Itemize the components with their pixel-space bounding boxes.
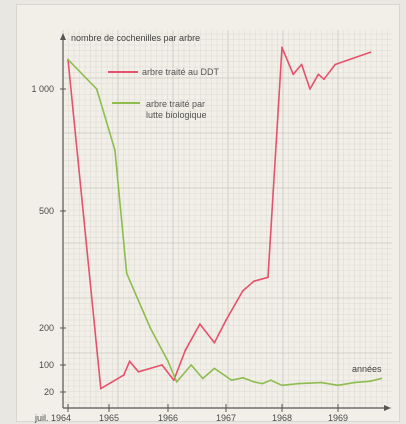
data-point-ddt bbox=[99, 387, 102, 390]
data-point-ddt bbox=[128, 360, 131, 363]
data-point-ddt bbox=[149, 367, 152, 370]
y-axis-label: nombre de cochenilles par arbre bbox=[71, 33, 200, 43]
data-point-biologique bbox=[95, 88, 98, 90]
data-point-biologique bbox=[320, 381, 323, 384]
data-point-biologique bbox=[353, 381, 356, 384]
y-tick-label: 1 000 bbox=[31, 84, 54, 94]
x-axis-label: années bbox=[352, 364, 382, 374]
data-point-ddt bbox=[292, 73, 295, 76]
data-point-ddt bbox=[122, 374, 125, 377]
data-point-ddt bbox=[137, 370, 140, 373]
y-axis-arrow bbox=[60, 33, 66, 40]
data-point-biologique bbox=[201, 377, 204, 380]
legend-label-biologique: arbre traité par lutte biologique bbox=[146, 99, 208, 120]
y-tick-label: 500 bbox=[39, 206, 54, 216]
data-point-biologique bbox=[125, 272, 128, 275]
data-point-ddt bbox=[369, 51, 372, 54]
x-tick-labels: juil. 1964 1965 1966 1967 1968 1969 bbox=[34, 404, 348, 423]
data-point-ddt bbox=[172, 379, 175, 382]
y-tick-label: 100 bbox=[39, 360, 54, 370]
data-point-biologique bbox=[269, 379, 272, 382]
data-point-biologique bbox=[149, 327, 152, 329]
data-point-biologique bbox=[175, 380, 178, 383]
x-tick-label: 1965 bbox=[99, 413, 119, 423]
y-tick-labels: 20 100 200 500 1 000 bbox=[31, 84, 66, 397]
data-point-biologique bbox=[241, 376, 244, 379]
grid bbox=[62, 30, 392, 409]
x-tick-label: 1967 bbox=[216, 413, 236, 423]
x-tick-label: juil. 1964 bbox=[34, 413, 71, 423]
data-point-biologique bbox=[380, 377, 383, 380]
data-point-ddt bbox=[199, 323, 201, 325]
data-point-ddt bbox=[309, 88, 311, 90]
series-line-ddt bbox=[67, 46, 372, 390]
data-point-biologique bbox=[213, 367, 216, 370]
x-tick-label: 1966 bbox=[158, 413, 178, 423]
x-axis-arrow bbox=[384, 405, 391, 411]
data-point-biologique bbox=[369, 380, 372, 383]
y-tick-label: 200 bbox=[39, 323, 54, 333]
series-line-biologique bbox=[67, 58, 383, 387]
series-lines bbox=[67, 46, 383, 390]
legend-label-ddt: arbre traité au DDT bbox=[142, 67, 220, 77]
data-point-ddt bbox=[317, 73, 320, 76]
data-point-biologique bbox=[261, 382, 264, 385]
data-point-ddt bbox=[253, 280, 255, 283]
data-point-ddt bbox=[300, 63, 303, 66]
data-point-biologique bbox=[190, 364, 193, 366]
legend: arbre traité au DDT arbre traité par lut… bbox=[108, 67, 220, 120]
x-tick-label: 1968 bbox=[272, 413, 292, 423]
y-tick-label: 20 bbox=[44, 387, 54, 397]
data-point-biologique bbox=[297, 382, 300, 385]
data-point-ddt bbox=[281, 46, 283, 49]
data-point-biologique bbox=[67, 58, 69, 61]
data-point-biologique bbox=[114, 149, 116, 151]
paper-background bbox=[16, 4, 400, 422]
data-point-ddt bbox=[213, 341, 216, 344]
data-point-ddt bbox=[267, 276, 269, 279]
data-point-ddt bbox=[241, 290, 244, 292]
data-point-ddt bbox=[225, 319, 227, 322]
data-point-biologique bbox=[230, 379, 233, 382]
x-tick-label: 1969 bbox=[328, 413, 348, 423]
data-point-biologique bbox=[167, 360, 169, 363]
data-point-biologique bbox=[281, 384, 283, 387]
data-point-ddt bbox=[334, 63, 337, 66]
axes bbox=[60, 33, 391, 411]
data-point-ddt bbox=[161, 364, 164, 366]
data-point-biologique bbox=[337, 384, 339, 387]
data-point-biologique bbox=[253, 380, 255, 383]
data-point-ddt bbox=[323, 78, 325, 81]
data-point-ddt bbox=[184, 349, 187, 352]
